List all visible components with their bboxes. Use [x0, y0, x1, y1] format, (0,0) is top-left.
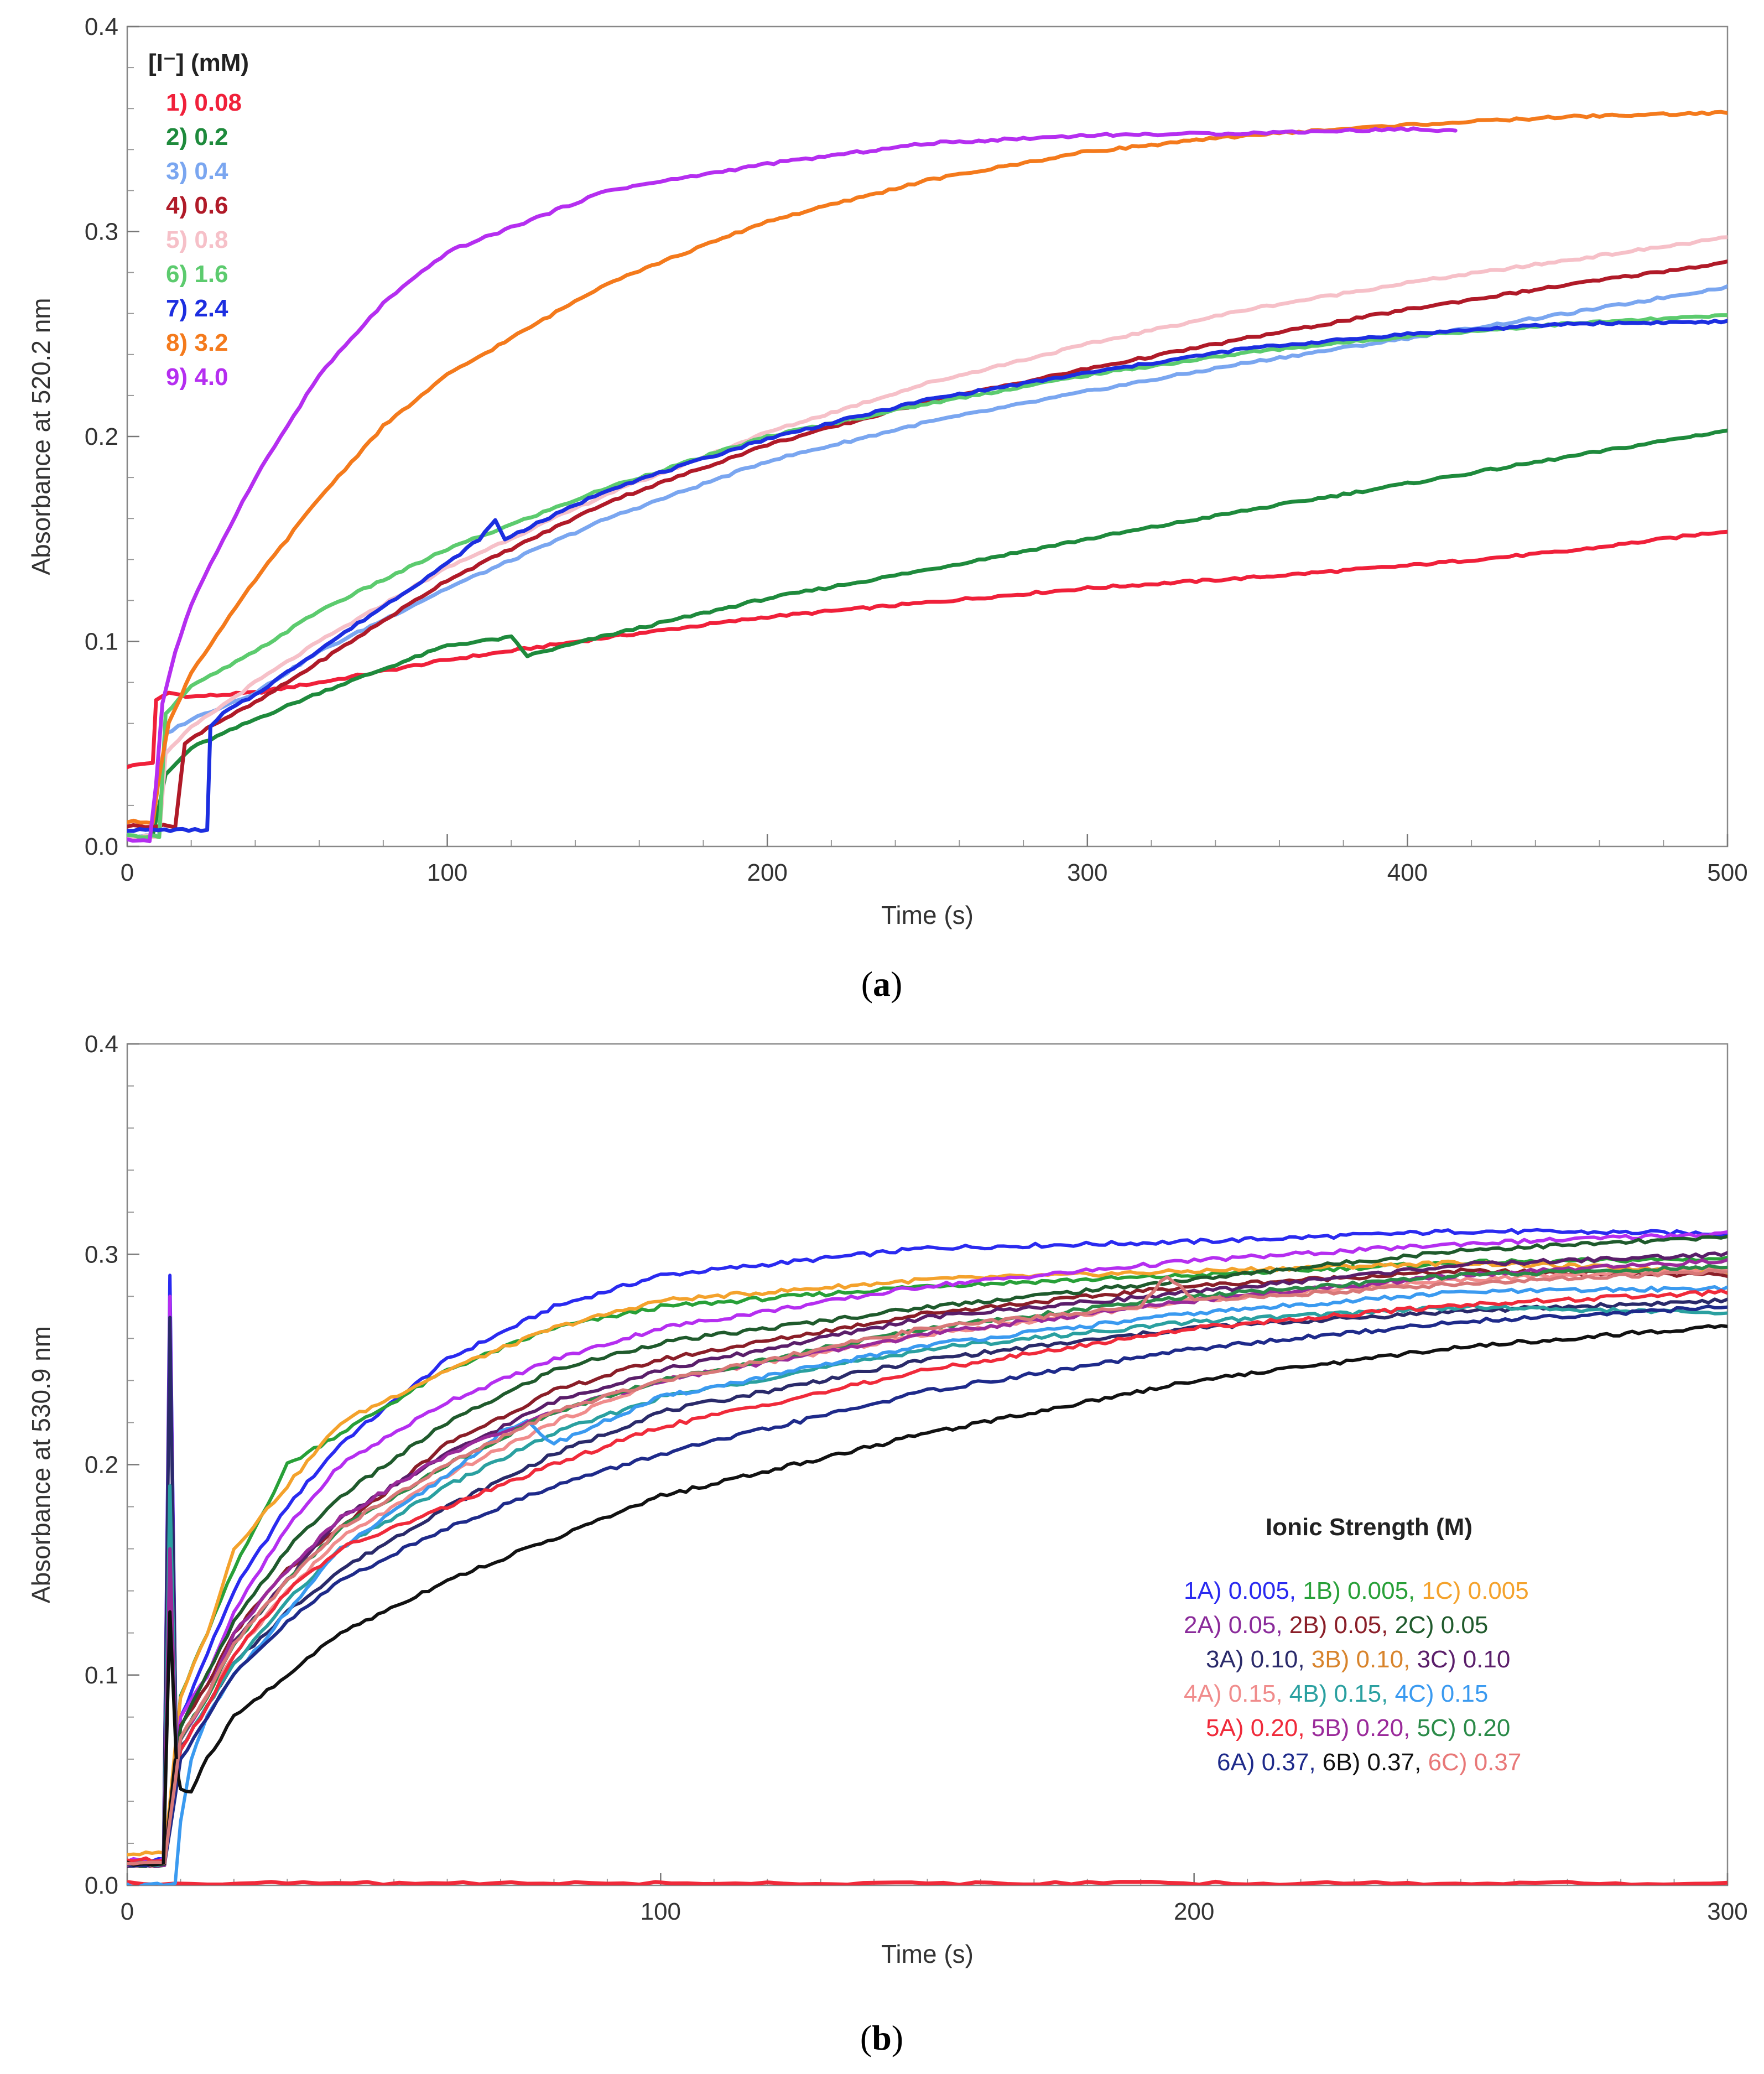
legend-entry: 4A) 0.15,	[1184, 1680, 1283, 1707]
legend-entry: 2A) 0.05,	[1184, 1612, 1283, 1639]
legend-entry: 6B) 0.37,	[1316, 1749, 1422, 1776]
legend-entry: 9) 4.0	[166, 363, 228, 391]
series-line-6C	[127, 1269, 1727, 1866]
series-line-2-0-2	[127, 428, 1727, 840]
legend-entry: 1A) 0.005,	[1184, 1577, 1296, 1604]
series-line-1-0-08	[127, 529, 1727, 770]
x-tick-label: 100	[427, 859, 467, 886]
legend-entry: 6) 1.6	[166, 261, 228, 288]
series-line-5A	[127, 1288, 1727, 1863]
legend-entry: 1C) 0.005	[1415, 1577, 1528, 1604]
legend-entry: 4C) 0.15	[1388, 1680, 1488, 1707]
legend-row: 4A) 0.15, 4B) 0.15, 4C) 0.15	[1184, 1680, 1488, 1707]
y-tick-label: 0.2	[85, 423, 118, 450]
series-group	[127, 1228, 1727, 1885]
x-tick-label: 100	[641, 1898, 681, 1925]
legend-entry: 2C) 0.05	[1388, 1612, 1488, 1639]
x-tick-label: 0	[121, 1898, 134, 1925]
legend-entry: 8) 3.2	[166, 329, 228, 356]
series-line-1A	[127, 1228, 1727, 1863]
y-tick-label: 0.2	[85, 1452, 118, 1479]
series-line-6-1-6	[127, 313, 1727, 840]
legend-entry: 5) 0.8	[166, 226, 228, 253]
plot-frame	[126, 25, 1729, 848]
chart-panel-a: 0 100 200 300 400 500 0.0 0.1 0.2 0.3 0.4 Time (s) A…	[27, 13, 1748, 929]
x-axis-label: Time (s)	[881, 901, 974, 929]
y-tick-label: 0.0	[85, 833, 118, 860]
series-line-6A	[127, 1304, 1727, 1868]
y-tick-label: 0.1	[85, 628, 118, 656]
legend-entry: 3C) 0.10	[1410, 1646, 1510, 1673]
legend-entry: 5A) 0.20,	[1206, 1714, 1305, 1742]
legend-title: Ionic Strength (M)	[1266, 1514, 1472, 1541]
y-tick-label: 0.1	[85, 1662, 118, 1689]
legend-entry: 4B) 0.15,	[1283, 1680, 1388, 1707]
legend-row: 3A) 0.10, 3B) 0.10, 3C) 0.10	[1206, 1646, 1510, 1673]
x-axis-label: Time (s)	[881, 1940, 974, 1968]
legend-title: [I⁻] (mM)	[148, 49, 249, 76]
caption-a-letter: a	[873, 964, 891, 1004]
legend-row: 1A) 0.005, 1B) 0.005, 1C) 0.005	[1184, 1577, 1529, 1604]
y-axis-label: Absorbance at 520.2 nm	[27, 298, 55, 575]
series-line-7-2-4	[127, 319, 1727, 833]
legend-entry: 6C) 0.37	[1421, 1749, 1521, 1776]
x-tick-label: 200	[1174, 1898, 1214, 1925]
chart-panel-b: 0 100 200 300 0.0 0.1 0.2 0.3 0.4 Time (s) Absorba…	[27, 1031, 1748, 1968]
legend-row: 6A) 0.37, 6B) 0.37, 6C) 0.37	[1217, 1749, 1521, 1776]
series-line-9-4-0	[127, 126, 1458, 844]
y-tick-label: 0.3	[85, 219, 118, 246]
caption-a: (a)	[861, 964, 903, 1004]
y-tick-label: 0.3	[85, 1241, 118, 1268]
x-tick-label: 200	[747, 859, 787, 886]
legend-entry: 3B) 0.10,	[1305, 1646, 1411, 1673]
legend-entry: 1) 0.08	[166, 89, 242, 116]
series-line-6B	[127, 1324, 1727, 1867]
series-line-2A	[127, 1230, 1727, 1864]
legend-entry: 6A) 0.37,	[1217, 1749, 1316, 1776]
series-line-4-0-6	[127, 259, 1727, 829]
y-axis-label: Absorbance at 530.9 nm	[27, 1326, 55, 1603]
legend-entry: 1B) 0.005,	[1296, 1577, 1415, 1604]
legend-entry: 5C) 0.20	[1410, 1714, 1510, 1742]
series-line-8-3-2	[127, 110, 1727, 825]
spike-line	[162, 1610, 178, 1865]
series-line-2C	[127, 1235, 1727, 1868]
y-tick-label: 0.4	[85, 13, 118, 40]
baseline-line	[127, 1879, 1727, 1885]
series-line-3A	[127, 1297, 1727, 1868]
legend-entry: 3A) 0.10,	[1206, 1646, 1305, 1673]
y-tick-label: 0.0	[85, 1872, 118, 1899]
legend-entry: 2B) 0.05,	[1283, 1612, 1388, 1639]
series-line-3C	[127, 1251, 1727, 1868]
series-group	[127, 110, 1727, 844]
legend-entry: 4) 0.6	[166, 192, 228, 219]
legend-entry: 2) 0.2	[166, 123, 228, 150]
series-line-4C	[127, 1285, 1727, 1885]
legend-row: 5A) 0.20, 5B) 0.20, 5C) 0.20	[1206, 1714, 1510, 1742]
x-tick-label: 300	[1707, 1898, 1747, 1925]
legend-entry: 5B) 0.20,	[1305, 1714, 1411, 1742]
series-line-3-0-4	[127, 284, 1727, 839]
x-tick-label: 0	[121, 859, 134, 886]
caption-b-letter: b	[872, 2018, 892, 2057]
x-tick-label: 400	[1387, 859, 1428, 886]
legend-entry: 3) 0.4	[166, 158, 228, 185]
x-tick-label: 500	[1707, 859, 1747, 886]
legend-row: 2A) 0.05, 2B) 0.05, 2C) 0.05	[1184, 1612, 1488, 1639]
y-tick-label: 0.4	[85, 1031, 118, 1058]
legend-entry: 7) 2.4	[166, 295, 228, 322]
caption-b: (b)	[860, 2018, 903, 2057]
x-tick-label: 300	[1067, 859, 1107, 886]
